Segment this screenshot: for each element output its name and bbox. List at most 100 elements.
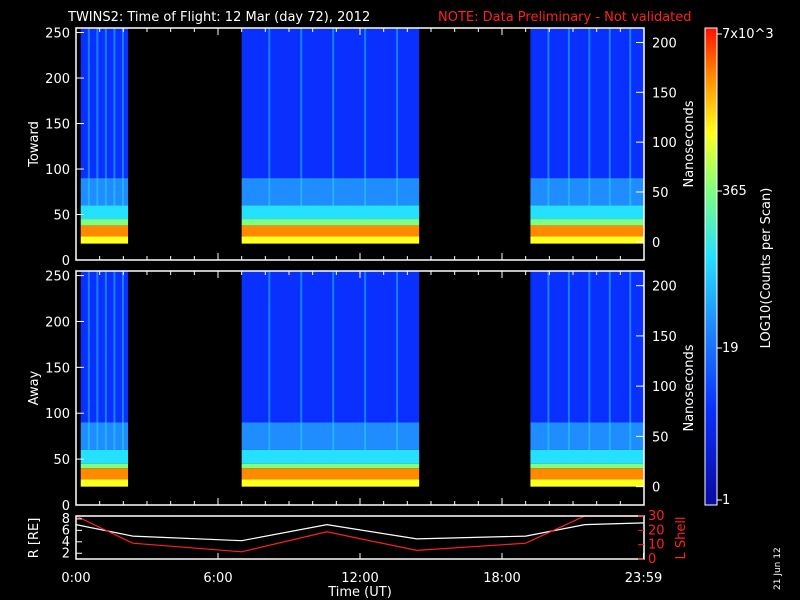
chart-title: TWINS2: Time of Flight: 12 Mar (day 72),… (67, 10, 370, 25)
toward-block-2-streak-2 (588, 28, 591, 220)
x-axis-label: Time (UT) (327, 585, 392, 600)
toward-block-1-streak-1 (300, 28, 303, 220)
away-y2tick-label: 150 (652, 330, 677, 345)
away-block-0-streak-4 (121, 271, 124, 464)
x-tick-label: 6:00 (203, 571, 232, 586)
orbit-ytick-left-label: 6 (62, 523, 70, 538)
toward-block-0-streak-1 (96, 28, 99, 220)
away-y2tick-label: 50 (652, 430, 669, 445)
toward-block-2-band-0 (530, 28, 644, 179)
orbit-lines (75, 515, 645, 553)
orbit-ytick-left-label: 2 (62, 546, 70, 561)
away-block-0-band-3 (80, 463, 129, 469)
date-stamp: 21 Jun 12 (773, 547, 783, 590)
away-block-2-band-1 (530, 422, 644, 450)
away-ytick-label: 250 (45, 270, 70, 285)
toward-block-0-band-3 (80, 219, 129, 226)
away-block-2-streak-3 (608, 271, 611, 464)
toward-panel: 0 50 100 150 200 250 0 50 100 150 200 Toward Nanos… (27, 27, 697, 269)
toward-block-2-band-4 (530, 225, 644, 237)
away-panel: 0 50 100 150 200 250 0 50 100 150 200 Away Nanosec… (27, 270, 697, 514)
away-block-1-band-4 (241, 468, 420, 480)
colorbar-tick-label: 7x10^3 (722, 27, 774, 42)
toward-y2label: Nanoseconds (682, 100, 697, 187)
toward-spectrogram (80, 28, 644, 244)
away-block-1-streak-2 (332, 271, 335, 464)
away-block-1-streak-3 (364, 271, 367, 464)
orbit-ytick-left-label: 4 (62, 535, 70, 550)
away-block-1-streak-0 (268, 271, 271, 464)
away-block-2-band-2 (530, 449, 644, 464)
away-block-0-streak-0 (87, 271, 90, 464)
toward-y2tick-label: 200 (652, 37, 677, 52)
toward-block-2-band-1 (530, 178, 644, 206)
series-r-line (75, 522, 645, 542)
toward-block-2-streak-0 (547, 28, 550, 220)
toward-axes: 0 50 100 150 200 250 0 50 100 150 200 (45, 27, 677, 269)
away-ylabel: Away (27, 370, 42, 405)
toward-block-1-band-3 (241, 219, 420, 226)
toward-block-2-band-3 (530, 219, 644, 226)
away-block-0-streak-1 (96, 271, 99, 464)
toward-ytick-label: 100 (45, 163, 70, 178)
toward-block-0-streak-0 (87, 28, 90, 220)
x-tick-label: 23:59 (625, 571, 662, 586)
toward-ytick-label: 50 (53, 209, 70, 224)
away-ytick-label: 200 (45, 315, 70, 330)
colorbar-ticks: 7x10^3 365 19 1 (717, 27, 774, 508)
away-axes: 0 50 100 150 200 250 0 50 100 150 200 (45, 270, 677, 514)
toward-block-1-band-4 (241, 225, 420, 237)
toward-ytick-label: 0 (62, 254, 70, 269)
away-block-0-streak-3 (113, 271, 116, 464)
away-block-1-streak-4 (396, 271, 399, 464)
away-block-0-band-4 (80, 468, 129, 480)
toward-block-0-band-4 (80, 225, 129, 237)
orbit-ytick-right-label: 20 (648, 523, 665, 538)
toward-y2tick-label: 100 (652, 136, 677, 151)
toward-block-1-band-2 (241, 205, 420, 220)
colorbar-tick-label: 365 (722, 184, 747, 199)
colorbar: 7x10^3 365 19 1 LOG10(Counts per Scan) (704, 27, 774, 508)
toward-ytick-label: 200 (45, 72, 70, 87)
toward-ytick-label: 250 (45, 27, 70, 42)
away-block-1-band-1 (241, 422, 420, 450)
away-block-2-streak-2 (588, 271, 591, 464)
away-block-0-streak-2 (104, 271, 107, 464)
away-block-2-band-0 (530, 271, 644, 423)
toward-block-1-band-1 (241, 178, 420, 206)
x-tick-label: 0:00 (61, 571, 90, 586)
away-ytick-label: 50 (53, 453, 70, 468)
away-block-1-band-5 (241, 479, 420, 487)
away-block-0-band-2 (80, 449, 129, 464)
away-block-2-band-3 (530, 463, 644, 469)
away-block-1-streak-1 (300, 271, 303, 464)
away-block-2-band-5 (530, 479, 644, 487)
away-block-2-streak-1 (567, 271, 570, 464)
away-y2tick-label: 0 (652, 481, 660, 496)
series-lshell-line (75, 515, 644, 553)
toward-block-0-streak-3 (113, 28, 116, 220)
toward-block-0-streak-2 (104, 28, 107, 220)
toward-block-2-band-5 (530, 236, 644, 244)
x-tick-label: 18:00 (483, 571, 520, 586)
away-ytick-label: 0 (62, 499, 70, 514)
toward-block-2-band-2 (530, 205, 644, 220)
toward-y2tick-label: 0 (652, 236, 660, 251)
away-ytick-label: 150 (45, 361, 70, 376)
colorbar-label: LOG10(Counts per Scan) (759, 188, 774, 349)
toward-block-1-band-0 (241, 28, 420, 179)
toward-block-2-streak-4 (629, 28, 632, 220)
toward-ylabel: Toward (27, 121, 42, 168)
away-block-2-band-4 (530, 468, 644, 480)
toward-block-2-streak-1 (567, 28, 570, 220)
away-block-0-band-1 (80, 422, 129, 450)
away-block-2-streak-0 (547, 271, 550, 464)
toward-block-0-band-2 (80, 205, 129, 220)
away-block-1-band-2 (241, 449, 420, 464)
orbit-ytick-right-label: 0 (648, 552, 656, 567)
away-y2tick-label: 200 (652, 280, 677, 295)
away-block-0-band-5 (80, 479, 129, 487)
colorbar-tick-label: 1 (722, 493, 730, 508)
